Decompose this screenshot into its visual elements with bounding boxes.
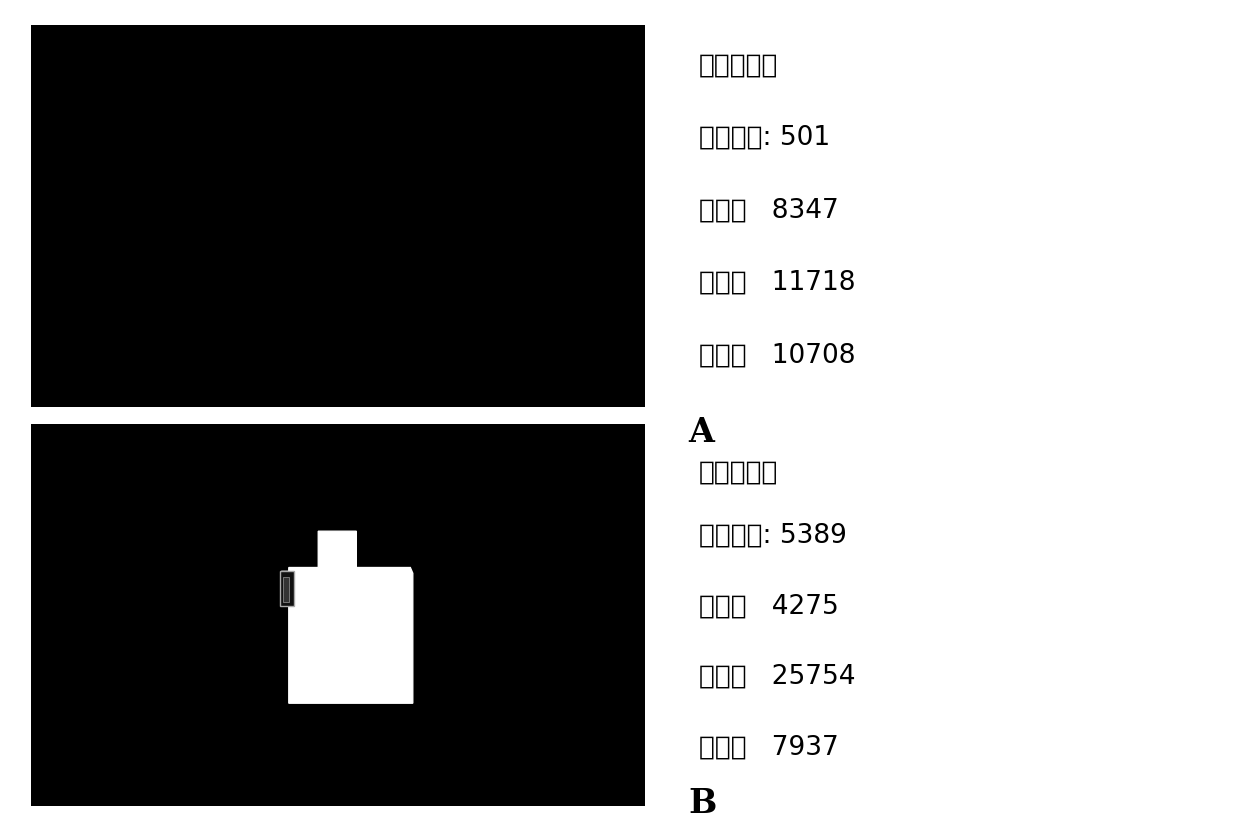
Text: 最小：   4275: 最小： 4275	[698, 593, 838, 619]
Bar	[283, 577, 289, 602]
Text: A: A	[688, 416, 714, 449]
Text: 最小：   8347: 最小： 8347	[698, 197, 838, 223]
Text: 均値：   7937: 均値： 7937	[698, 734, 838, 760]
Text: B: B	[688, 787, 717, 821]
Bar	[280, 571, 294, 606]
Polygon shape	[281, 531, 413, 703]
Text: 均値：   10708: 均値： 10708	[698, 343, 856, 369]
Text: 标准偏差: 5389: 标准偏差: 5389	[698, 522, 847, 549]
Text: 核面积値：: 核面积値：	[698, 459, 777, 485]
Text: 最大：   25754: 最大： 25754	[698, 664, 856, 690]
Text: 核面积値：: 核面积値：	[698, 52, 777, 78]
Text: 标准偏差: 501: 标准偏差: 501	[698, 125, 830, 150]
Text: 最大：   11718: 最大： 11718	[698, 270, 856, 296]
